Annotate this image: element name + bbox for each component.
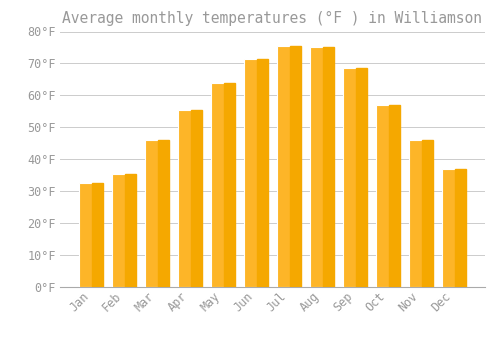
Bar bbox=[323, 48, 334, 287]
Bar bbox=[422, 140, 432, 287]
Bar bbox=[455, 169, 466, 287]
Bar bbox=[211, 83, 235, 287]
Bar bbox=[356, 68, 367, 287]
Bar bbox=[112, 174, 136, 287]
Bar bbox=[80, 183, 103, 287]
Bar bbox=[192, 110, 202, 287]
Bar bbox=[409, 140, 432, 287]
Bar bbox=[442, 169, 466, 287]
Bar bbox=[224, 83, 235, 287]
Bar bbox=[92, 183, 103, 287]
Bar bbox=[343, 68, 367, 287]
Bar bbox=[310, 48, 334, 287]
Bar bbox=[158, 140, 169, 287]
Bar bbox=[126, 174, 136, 287]
Bar bbox=[146, 140, 169, 287]
Bar bbox=[178, 110, 202, 287]
Bar bbox=[376, 105, 400, 287]
Bar bbox=[389, 105, 400, 287]
Bar bbox=[290, 46, 301, 287]
Title: Average monthly temperatures (°F ) in Williamson: Average monthly temperatures (°F ) in Wi… bbox=[62, 11, 482, 26]
Bar bbox=[257, 59, 268, 287]
Bar bbox=[244, 59, 268, 287]
Bar bbox=[277, 46, 301, 287]
